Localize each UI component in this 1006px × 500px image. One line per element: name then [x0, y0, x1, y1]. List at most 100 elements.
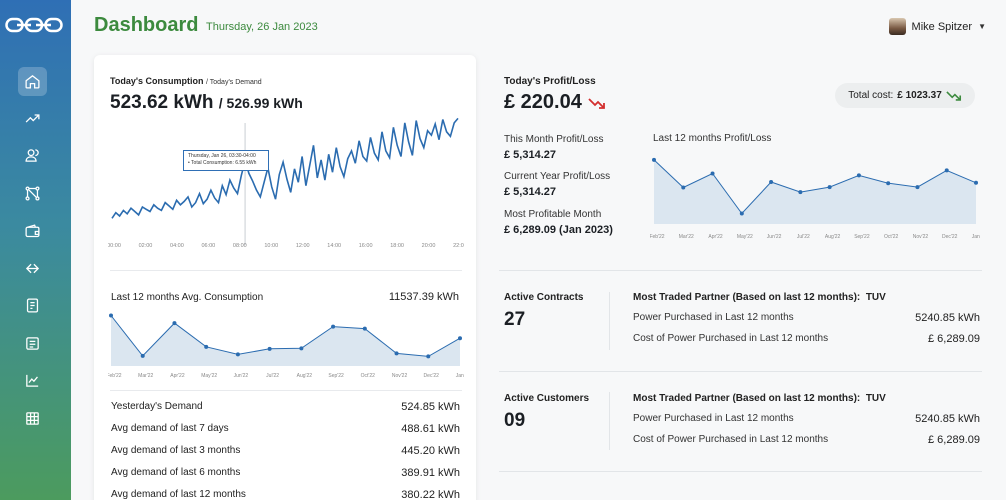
power-purchased-row: Power Purchased in Last 12 months 5240.85…	[633, 312, 980, 324]
data-point	[172, 321, 177, 326]
nav-wallet[interactable]	[18, 217, 47, 246]
area-fill	[654, 159, 976, 224]
nav-trends[interactable]	[18, 104, 47, 133]
partner-heading: Most Traded Partner (Based on last 12 mo…	[633, 393, 886, 404]
user-menu[interactable]: Mike Spitzer ▼	[888, 18, 986, 35]
data-point	[944, 168, 949, 173]
trending-icon	[25, 114, 40, 123]
profit-value: £ 220.04	[504, 91, 606, 114]
x-tick-label: Jun'22	[767, 234, 782, 240]
x-tick-label: 06:00	[201, 243, 215, 249]
x-tick-label: Feb'22	[108, 373, 122, 379]
x-tick-label: 22:00	[453, 243, 464, 249]
consumption-label: Today's Consumption / Today's Demand	[110, 76, 262, 86]
partner-heading: Most Traded Partner (Based on last 12 mo…	[633, 292, 886, 303]
nav-invoices[interactable]	[18, 291, 47, 320]
last12-profit-label: Last 12 months Profit/Loss	[653, 133, 772, 144]
x-tick-label: Oct'22	[884, 234, 899, 240]
stat-row: Avg demand of last 3 months 445.20 kWh	[111, 445, 460, 457]
data-point	[974, 180, 978, 185]
wallet-icon	[25, 224, 40, 238]
x-tick-label: 16:00	[359, 243, 373, 249]
nav-transfer[interactable]	[18, 254, 47, 283]
invoice-icon	[26, 298, 39, 313]
nav-network[interactable]	[18, 179, 47, 208]
data-point	[769, 180, 774, 185]
divider	[609, 292, 610, 350]
data-point	[710, 171, 715, 176]
divider	[609, 392, 610, 450]
x-tick-label: Oct'22	[361, 373, 376, 379]
data-point	[856, 173, 861, 178]
x-tick-label: 02:00	[139, 243, 153, 249]
x-tick-label: 12:00	[296, 243, 310, 249]
data-point	[235, 352, 240, 357]
x-tick-label: Sep'22	[328, 373, 344, 379]
divider	[499, 270, 982, 271]
active-customers-value: 09	[504, 410, 526, 431]
nav-grid[interactable]	[18, 404, 47, 433]
most-profitable-value: £ 6,289.09 (Jan 2023)	[504, 224, 613, 236]
network-icon	[25, 186, 40, 201]
x-tick-label: 18:00	[390, 243, 404, 249]
x-tick-label: 14:00	[327, 243, 341, 249]
area-fill	[111, 315, 460, 366]
x-tick-label: Jan'23	[972, 234, 980, 240]
profit-label: Today's Profit/Loss	[504, 76, 596, 87]
logo	[5, 17, 63, 33]
x-tick-label: Nov'22	[913, 234, 929, 240]
data-point	[798, 190, 803, 195]
consumption-card: Today's Consumption / Today's Demand 523…	[94, 55, 476, 500]
series-line	[111, 117, 459, 219]
user-name: Mike Spitzer	[911, 20, 973, 33]
nav-analytics[interactable]	[18, 366, 47, 395]
x-tick-label: Aug'22	[825, 234, 841, 240]
current-year-label: Current Year Profit/Loss	[504, 171, 611, 182]
data-point	[140, 353, 145, 358]
page-date: Thursday, 26 Jan 2023	[206, 21, 318, 33]
total-cost-pill: Total cost: £ 1023.37	[835, 83, 975, 108]
active-contracts-label: Active Contracts	[504, 292, 584, 303]
trend-down-icon	[946, 91, 961, 101]
nav-documents[interactable]	[18, 329, 47, 358]
cost-purchased-row: Cost of Power Purchased in Last 12 month…	[633, 333, 980, 345]
profit-chart[interactable]: Feb'22 Mar'22 Apr'22 May'22 Jun'22 Jul'22 Aug'…	[650, 150, 980, 245]
x-tick-label: 00:00	[108, 243, 121, 249]
avg-consumption-value: 11537.39 kWh	[388, 291, 459, 303]
consumption-value: 523.62 kWh / 526.99 kWh	[110, 92, 303, 113]
x-tick-label: Dec'22	[942, 234, 958, 240]
chevron-down-icon: ▼	[978, 22, 986, 31]
document-icon	[26, 337, 39, 350]
avatar	[888, 18, 906, 35]
chart-tooltip: Thursday, Jan 26, 03:30-04:00 • Total Co…	[183, 150, 269, 171]
avg-consumption-chart[interactable]: Feb'22 Mar'22 Apr'22 May'22 Jun'22 Jul'22 Aug'…	[108, 311, 464, 381]
stat-row: Avg demand of last 12 months 380.22 kWh	[111, 489, 460, 500]
x-tick-label: May'22	[201, 373, 217, 379]
x-tick-label: Aug'22	[297, 373, 313, 379]
series-line	[110, 315, 461, 357]
transfer-icon	[25, 263, 40, 274]
x-tick-label: Jan'23	[456, 373, 464, 379]
x-tick-label: Sep'22	[854, 234, 870, 240]
x-tick-label: Apr'22	[708, 234, 723, 240]
trend-down-icon	[588, 97, 605, 109]
data-point	[109, 313, 113, 318]
active-customers-label: Active Customers	[504, 393, 590, 404]
stat-row: Yesterday's Demand 524.85 kWh	[111, 401, 460, 413]
x-tick-label: 08:00	[233, 243, 247, 249]
x-tick-label: Mar'22	[138, 373, 153, 379]
cost-purchased-row: Cost of Power Purchased in Last 12 month…	[633, 434, 980, 446]
x-tick-label: Apr'22	[170, 373, 185, 379]
data-point	[915, 185, 920, 190]
divider	[110, 390, 462, 391]
power-purchased-row: Power Purchased in Last 12 months 5240.85…	[633, 413, 980, 425]
nav-home[interactable]	[18, 67, 47, 96]
nav-users[interactable]	[18, 141, 47, 170]
this-month-label: This Month Profit/Loss	[504, 134, 604, 145]
divider	[499, 471, 982, 472]
consumption-chart[interactable]: 00:00 02:00 04:00 06:00 08:00 10:00 12:00 14:00…	[108, 115, 464, 315]
x-tick-label: Feb'22	[650, 234, 665, 240]
current-year-value: £ 5,314.27	[504, 186, 556, 198]
divider	[110, 270, 462, 271]
data-point	[299, 346, 304, 351]
